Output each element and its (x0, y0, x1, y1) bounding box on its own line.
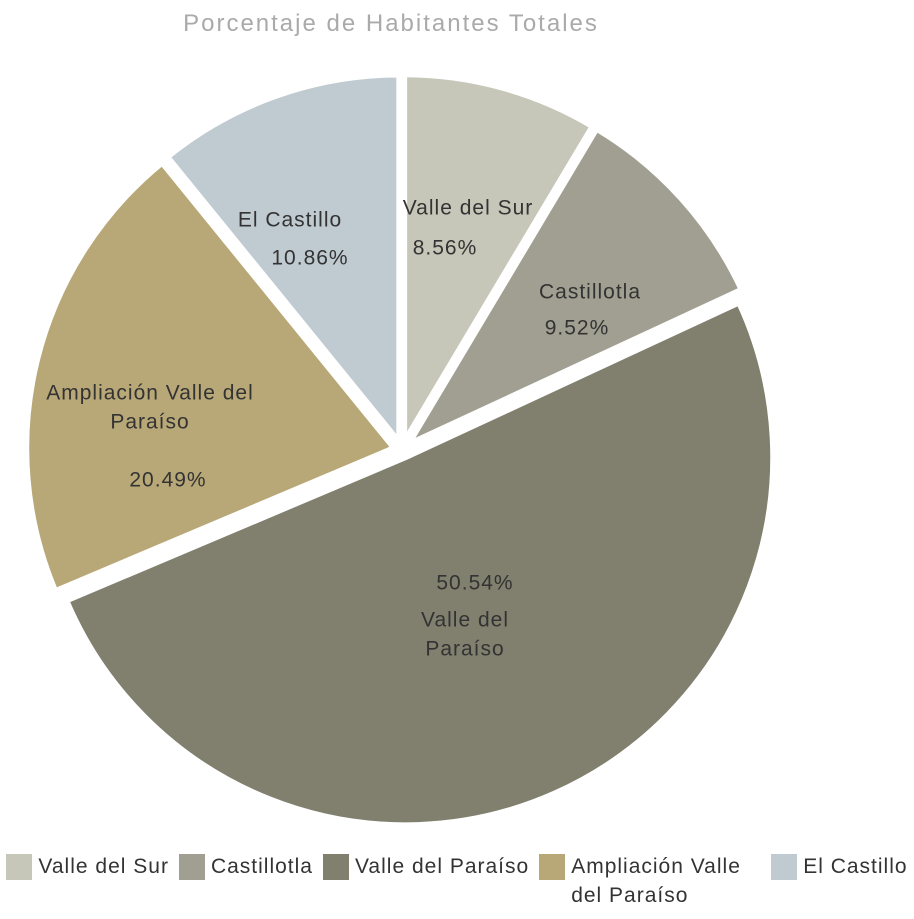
legend-swatch (539, 854, 566, 880)
legend-item: Valle del Sur (6, 852, 169, 911)
slice-value-label: 50.54% (436, 571, 514, 595)
pie-slice (23, 158, 400, 596)
legend-label: Valle del Sur (38, 855, 169, 878)
legend-label: Ampliación Valle del Paraíso (571, 855, 741, 908)
legend-swatch (6, 854, 33, 880)
slice-value-label: 20.49% (129, 468, 207, 492)
legend-swatch (322, 854, 349, 880)
slice-label: Valle del Sur (402, 196, 534, 220)
pie-slice (62, 298, 777, 829)
slice-label: El Castillo (237, 208, 343, 232)
slice-value-label: 8.56% (412, 236, 478, 260)
legend-swatch (178, 854, 205, 880)
slice-value-label: 10.86% (271, 246, 349, 270)
legend: Valle del Sur Castillotla Valle del Paraís… (0, 852, 914, 911)
pie-slice (401, 71, 597, 454)
legend-swatch (771, 854, 798, 880)
legend-label: Castillotla (210, 855, 313, 878)
pie-slice (162, 71, 403, 451)
slice-label: Castillotla (538, 280, 642, 304)
slice-value-label: 9.52% (544, 316, 610, 340)
legend-item: El Castillo (771, 852, 907, 911)
slice-label: Valle del Paraíso (421, 608, 509, 661)
legend-item: Valle del Paraíso (322, 852, 530, 911)
legend-item: Castillotla (178, 852, 313, 911)
legend-label: Valle del Paraíso (354, 855, 530, 878)
pie-slice (400, 124, 746, 452)
slice-label: Ampliación Valle del Paraíso (46, 381, 254, 434)
legend-label: El Castillo (803, 855, 908, 878)
legend-item: Ampliación Valle del Paraíso (539, 852, 761, 911)
chart-title: Porcentaje de Habitantes Totales (183, 10, 599, 37)
